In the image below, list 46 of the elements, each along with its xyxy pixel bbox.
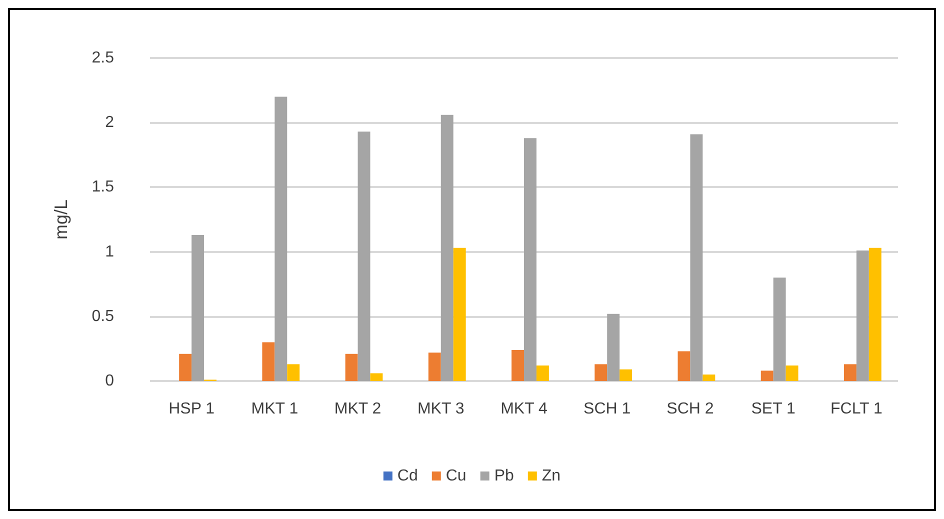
- x-tick-label: HSP 1: [168, 400, 215, 418]
- bar: [370, 373, 383, 381]
- bar: [678, 351, 690, 381]
- bar: [453, 248, 466, 381]
- x-tick-label: SET 1: [751, 400, 796, 418]
- x-tick-label: MKT 3: [417, 400, 464, 418]
- bar: [179, 354, 192, 381]
- bar: [607, 314, 620, 381]
- bar: [594, 364, 608, 381]
- bar: [786, 365, 798, 381]
- x-tick-label: SCH 1: [584, 400, 631, 418]
- y-tick-label: 1.5: [92, 178, 114, 196]
- y-tick-label: 0.5: [92, 308, 114, 325]
- legend-label: Cu: [446, 468, 466, 484]
- bar: [760, 370, 774, 381]
- bar: [262, 342, 275, 381]
- bar: [440, 114, 454, 381]
- x-tick-label: MKT 1: [251, 400, 298, 418]
- x-tick-label: MKT 2: [334, 400, 382, 418]
- bar: [620, 369, 632, 381]
- x-tick-label: MKT 4: [500, 400, 548, 418]
- y-tick-label: 1: [105, 243, 114, 260]
- bar: [287, 364, 300, 381]
- bar: [274, 96, 288, 381]
- bar: [192, 235, 204, 381]
- bar: [536, 365, 549, 381]
- y-tick-label: 2: [105, 114, 114, 132]
- bar: [512, 350, 524, 381]
- legend-label: Pb: [494, 468, 514, 484]
- bar: [690, 134, 703, 381]
- bar: [428, 352, 441, 381]
- legend-label: Zn: [542, 468, 561, 484]
- y-axis-title: mg/L: [51, 199, 71, 240]
- x-tick-label: SCH 2: [666, 400, 714, 418]
- bar: [358, 132, 370, 381]
- y-tick-label: 2.5: [92, 50, 114, 66]
- bar: [856, 250, 869, 381]
- legend-label: Cd: [397, 468, 418, 484]
- x-tick-label: FCLT 1: [830, 400, 882, 418]
- bar: [345, 354, 358, 381]
- bar: [868, 248, 882, 381]
- bar: [702, 374, 716, 381]
- bar: [773, 278, 786, 381]
- bar: [844, 364, 856, 381]
- y-tick-label: 0: [105, 372, 114, 390]
- bar: [524, 138, 536, 381]
